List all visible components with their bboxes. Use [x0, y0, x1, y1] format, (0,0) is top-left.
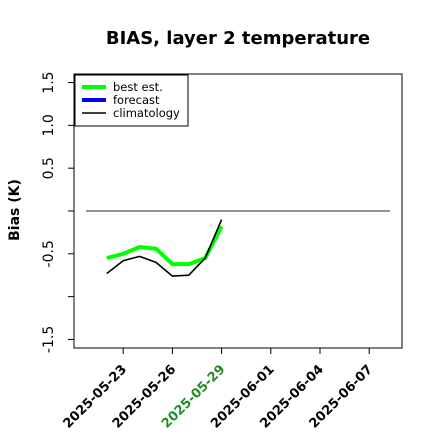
y-tick-label: -0.5	[41, 240, 57, 267]
legend-label-best-est: best est.	[113, 80, 163, 94]
y-axis-label: Bias (K)	[7, 179, 23, 241]
y-tick-label: -1.5	[41, 326, 57, 353]
legend-label-climatology: climatology	[113, 106, 180, 120]
chart-title: BIAS, layer 2 temperature	[106, 28, 370, 49]
y-tick-label: 0.5	[41, 157, 57, 179]
series-line-best-est	[106, 225, 224, 267]
legend-label-forecast: forecast	[113, 93, 160, 107]
series-layer	[106, 219, 224, 277]
series-line-climatology	[106, 219, 223, 277]
y-tick-label: 1.5	[41, 71, 57, 93]
y-axis: -1.5 -0.5 0.5 1.0 1.5	[41, 71, 74, 353]
y-tick-label: 1.0	[41, 114, 57, 136]
x-axis: 2025-05-232025-05-262025-05-292025-06-01…	[61, 348, 376, 432]
